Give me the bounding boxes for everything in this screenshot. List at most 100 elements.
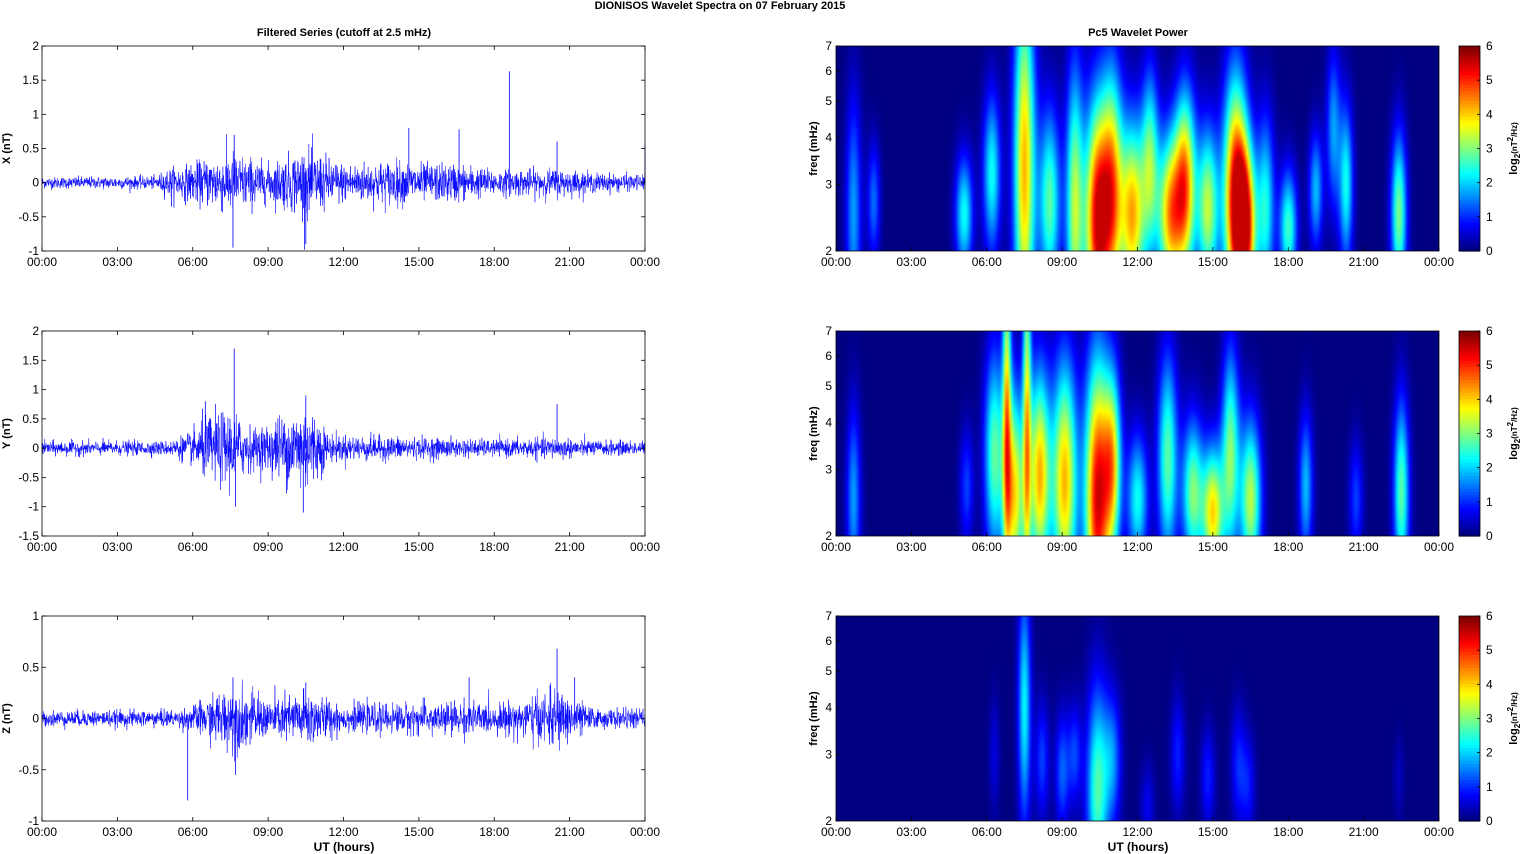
wavelet-power-image [836,331,1439,536]
colorbar-segment [1459,183,1480,188]
y-tick-label: 2 [32,39,39,53]
x-tick-label: 06:00 [972,540,1002,554]
y-axis-label: Z (nT) [1,703,13,734]
y-axis-label: Y (nT) [1,418,13,449]
x-tick-label: 09:00 [253,825,283,839]
colorbar-segment [1459,186,1480,191]
y-tick-label: 6 [825,349,832,363]
y-tick-label: 1.5 [22,73,39,87]
colorbar-segment [1459,353,1480,358]
colorbar-segment [1459,628,1480,633]
colorbar-segment [1459,222,1480,226]
colorbar-tick-label: 2 [1486,176,1493,190]
colorbar-segment [1459,190,1480,194]
colorbar-tick-label: 6 [1486,39,1493,53]
colorbar-segment [1459,154,1480,159]
colorbar-segment [1459,715,1480,720]
colorbar-segment [1459,670,1480,675]
y-tick-label: -1.5 [18,529,39,543]
colorbar-segment [1459,766,1480,771]
colorbar-segment [1459,427,1480,431]
colorbar-segment [1459,382,1480,387]
colorbar-segment [1459,375,1480,380]
colorbar-segment [1459,247,1480,252]
x-tick-label: 12:00 [328,825,358,839]
x-tick-label: 00:00 [821,540,851,554]
colorbar-segment [1459,638,1480,643]
colorbar-tick-label: 5 [1486,643,1493,657]
x-tick-label: 21:00 [1349,825,1379,839]
y-axis-label: freq (mHz) [808,406,820,461]
x-tick-label: 03:00 [896,255,926,269]
colorbar: 0 1 2 3 4 5 6 log2(nT2/Hz) [1458,324,1521,543]
plot-frame [41,330,646,537]
colorbar-tick-label: 5 [1486,358,1493,372]
y-tick-label: -0.5 [18,210,39,224]
colorbar-segment [1459,52,1480,57]
x-tick-label: 12:00 [328,540,358,554]
colorbar-segment [1459,436,1480,441]
colorbar-segment [1459,507,1480,511]
y-tick-label: 3 [825,463,832,477]
series-trace-z [41,679,646,762]
colorbar-segment [1459,202,1480,207]
colorbar-segment [1459,471,1480,476]
y-tick-label: 2 [825,529,832,543]
colorbar-tick-label: 5 [1486,73,1493,87]
x-tick-label: 00:00 [27,540,57,554]
colorbar-segment [1459,779,1480,784]
x-tick-label: 18:00 [1273,255,1303,269]
colorbar-segment [1459,462,1480,467]
colorbar-segment [1459,801,1480,806]
colorbar-segment [1459,622,1480,627]
colorbar-segment [1459,616,1480,620]
colorbar-segment [1459,238,1480,242]
colorbar-segment [1459,705,1480,710]
colorbar-segment [1459,234,1480,239]
colorbar-segment [1459,798,1480,803]
colorbar-segment [1459,756,1480,761]
colorbar-segment [1459,702,1480,707]
colorbar-segment [1459,161,1480,166]
colorbar-segment [1459,420,1480,425]
colorbar-segment [1459,58,1480,63]
colorbar-segment [1459,113,1480,118]
colorbar-segment [1459,174,1480,178]
colorbar: 0 1 2 3 4 5 6 log2(nT2/Hz) [1458,39,1521,258]
colorbar-label: log2(nT2/Hz) [1506,692,1521,745]
colorbar-segment [1459,363,1480,367]
colorbar-segment [1459,734,1480,739]
colorbar-segment [1459,78,1480,82]
colorbar-segment [1459,170,1480,175]
y-tick-label: -1 [28,244,39,258]
x-tick-label: 18:00 [479,825,509,839]
colorbar-segment [1459,46,1480,50]
wavelet-power-image [836,46,1439,251]
colorbar-segment [1459,644,1480,649]
y-axis-label: freq (mHz) [808,121,820,176]
colorbar-tick-label: 3 [1486,427,1493,441]
x-tick-label: 21:00 [555,540,585,554]
colorbar-segment [1459,699,1480,704]
colorbar-segment [1459,347,1480,351]
colorbar-segment [1459,228,1480,233]
colorbar-tick-label: 3 [1486,712,1493,726]
colorbar-segment [1459,792,1480,796]
colorbar-segment [1459,532,1480,537]
colorbar-tick-label: 3 [1486,142,1493,156]
colorbar-segment [1459,484,1480,489]
series-trace-x [41,133,646,250]
colorbar-segment [1459,199,1480,204]
x-tick-label: 21:00 [555,825,585,839]
colorbar-segment [1459,411,1480,415]
colorbar-segment [1459,683,1480,688]
colorbar-segment [1459,731,1480,736]
colorbar-segment [1459,359,1480,364]
colorbar-segment [1459,452,1480,457]
colorbar-segment [1459,90,1480,95]
x-tick-label: 06:00 [972,255,1002,269]
left-column-title: Filtered Series (cutoff at 2.5 mHz) [257,27,432,39]
x-tick-label: 09:00 [253,540,283,554]
x-tick-label: 09:00 [1047,255,1077,269]
